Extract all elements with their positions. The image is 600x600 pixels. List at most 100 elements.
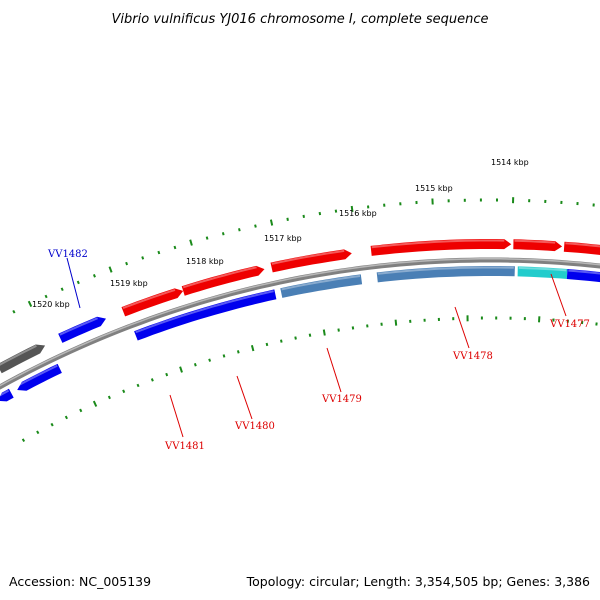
- ruler-outer-ticks: [12, 197, 595, 314]
- ruler-tick: [173, 245, 177, 250]
- leader-vv1482: [66, 257, 81, 309]
- gene-track: [0, 239, 600, 402]
- gene-blue-rev-2-bevel: [16, 364, 58, 388]
- ruler-tick: [265, 342, 269, 347]
- ruler-label-1519: 1519 kbp: [110, 279, 148, 288]
- backbone-line: [0, 257, 600, 390]
- gene-label-leaders: [66, 257, 567, 438]
- leader-vv1480: [236, 375, 253, 420]
- ruler-tick: [136, 383, 140, 388]
- leader-vv1477: [550, 273, 567, 317]
- ruler-tick: [222, 354, 226, 358]
- gene-cyan-vv1477-bevel: [518, 266, 567, 272]
- backbone-highlight: [0, 258, 600, 387]
- gene-blue-vv1482-bevel: [59, 317, 98, 336]
- leader-vv1478: [454, 306, 470, 349]
- leader-vv1481: [169, 394, 184, 438]
- gene-blue-vv1482: [58, 316, 106, 343]
- ruler-tick: [208, 358, 212, 362]
- gene-blue-vv1480-bevel: [135, 290, 274, 334]
- gene-red-vv1481-bevel: [122, 288, 176, 310]
- gene-red-vv1477-bevel: [514, 239, 556, 244]
- ruler-tick: [92, 274, 96, 278]
- ruler-tick: [280, 339, 283, 343]
- ruler-tick: [79, 408, 83, 413]
- gene-steel-vv1478: [376, 266, 515, 283]
- ruler-tick: [12, 309, 16, 314]
- gene-red-vv1479: [270, 249, 352, 273]
- ruler-tick: [322, 329, 326, 336]
- ruler-tick: [350, 205, 354, 213]
- gene-blue-vv1480: [134, 289, 277, 341]
- ruler-tick: [107, 395, 111, 400]
- ruler-tick: [50, 422, 54, 427]
- ruler-tick: [44, 294, 48, 299]
- ruler-tick: [351, 326, 355, 330]
- accession-text: Accession: NC_005139: [9, 574, 151, 589]
- gene-red-vv1481: [121, 288, 184, 317]
- map-title: Vibrio vulnificus YJ016 chromosome I, co…: [111, 12, 488, 27]
- ruler-labels: 1514 kbp 1515 kbp 1516 kbp 1517 kbp 1518…: [32, 158, 529, 309]
- gene-label-vv1477: VV1477: [549, 319, 590, 330]
- ruler-tick: [334, 209, 338, 213]
- gene-red-vv1476: [563, 241, 600, 255]
- ruler-tick: [165, 372, 169, 377]
- ruler-tick: [76, 280, 80, 285]
- ruler-tick: [108, 266, 113, 273]
- ruler-tick: [221, 232, 225, 236]
- gene-red-vv1480: [181, 265, 265, 296]
- gene-label-vv1478: VV1478: [452, 351, 493, 362]
- ruler-inner-ticks: [21, 315, 598, 442]
- ruler-tick: [60, 287, 64, 292]
- ruler-tick: [27, 300, 33, 308]
- ruler-tick: [318, 211, 322, 216]
- gene-steel-vv1479: [280, 274, 363, 298]
- gene-gray-bevel: [0, 344, 37, 366]
- gene-label-vv1482: VV1482: [47, 249, 88, 260]
- gene-blue-rev-1-bevel: [568, 269, 600, 275]
- ruler-tick: [64, 415, 68, 420]
- ruler-tick: [286, 217, 289, 221]
- ruler-label-1517: 1517 kbp: [264, 234, 302, 243]
- ruler-tick: [302, 214, 305, 218]
- ruler-label-1514: 1514 kbp: [491, 158, 529, 167]
- ruler-tick: [236, 350, 240, 354]
- gene-blue-rev-3-bevel: [0, 389, 10, 397]
- ruler-tick: [36, 430, 40, 435]
- gene-red-vv1480-bevel: [182, 266, 257, 289]
- gene-steel-vv1479-bevel: [281, 275, 361, 291]
- gene-blue-rev-3: [0, 388, 14, 402]
- gene-red-vv1476-bevel: [565, 242, 600, 248]
- ruler-tick: [92, 400, 98, 407]
- topology-stats-text: Topology: circular; Length: 3,354,505 bp…: [246, 574, 590, 589]
- gene-gray: [0, 344, 46, 374]
- ruler-tick: [238, 228, 241, 232]
- ruler-tick: [141, 256, 145, 260]
- ruler-tick: [179, 366, 183, 373]
- ruler-tick: [308, 333, 312, 337]
- ruler-tick: [193, 363, 197, 367]
- gene-label-vv1480: VV1480: [234, 421, 275, 432]
- ruler-tick: [150, 378, 154, 382]
- gene-red-vv1478: [370, 239, 512, 256]
- leader-vv1479: [326, 347, 342, 393]
- ruler-tick: [125, 261, 129, 266]
- gene-steel-vv1478-bevel: [377, 266, 514, 275]
- gene-blue-rev-2: [17, 363, 62, 391]
- gene-cyan-vv1477: [517, 266, 568, 279]
- ruler-tick: [394, 319, 398, 326]
- gene-red-vv1478-bevel: [371, 239, 505, 249]
- gene-red-vv1477: [513, 239, 563, 252]
- ruler-tick: [337, 328, 340, 332]
- ruler-tick: [254, 224, 257, 228]
- ruler-tick: [122, 389, 126, 394]
- ruler-tick: [269, 219, 274, 226]
- gene-label-vv1479: VV1479: [321, 394, 362, 405]
- ruler-tick: [157, 250, 161, 255]
- ruler-tick: [250, 344, 255, 352]
- ruler-tick: [205, 236, 209, 240]
- ruler-tick: [21, 438, 26, 442]
- gene-label-vv1481: VV1481: [164, 441, 205, 452]
- chromosome-backbone: [0, 257, 600, 390]
